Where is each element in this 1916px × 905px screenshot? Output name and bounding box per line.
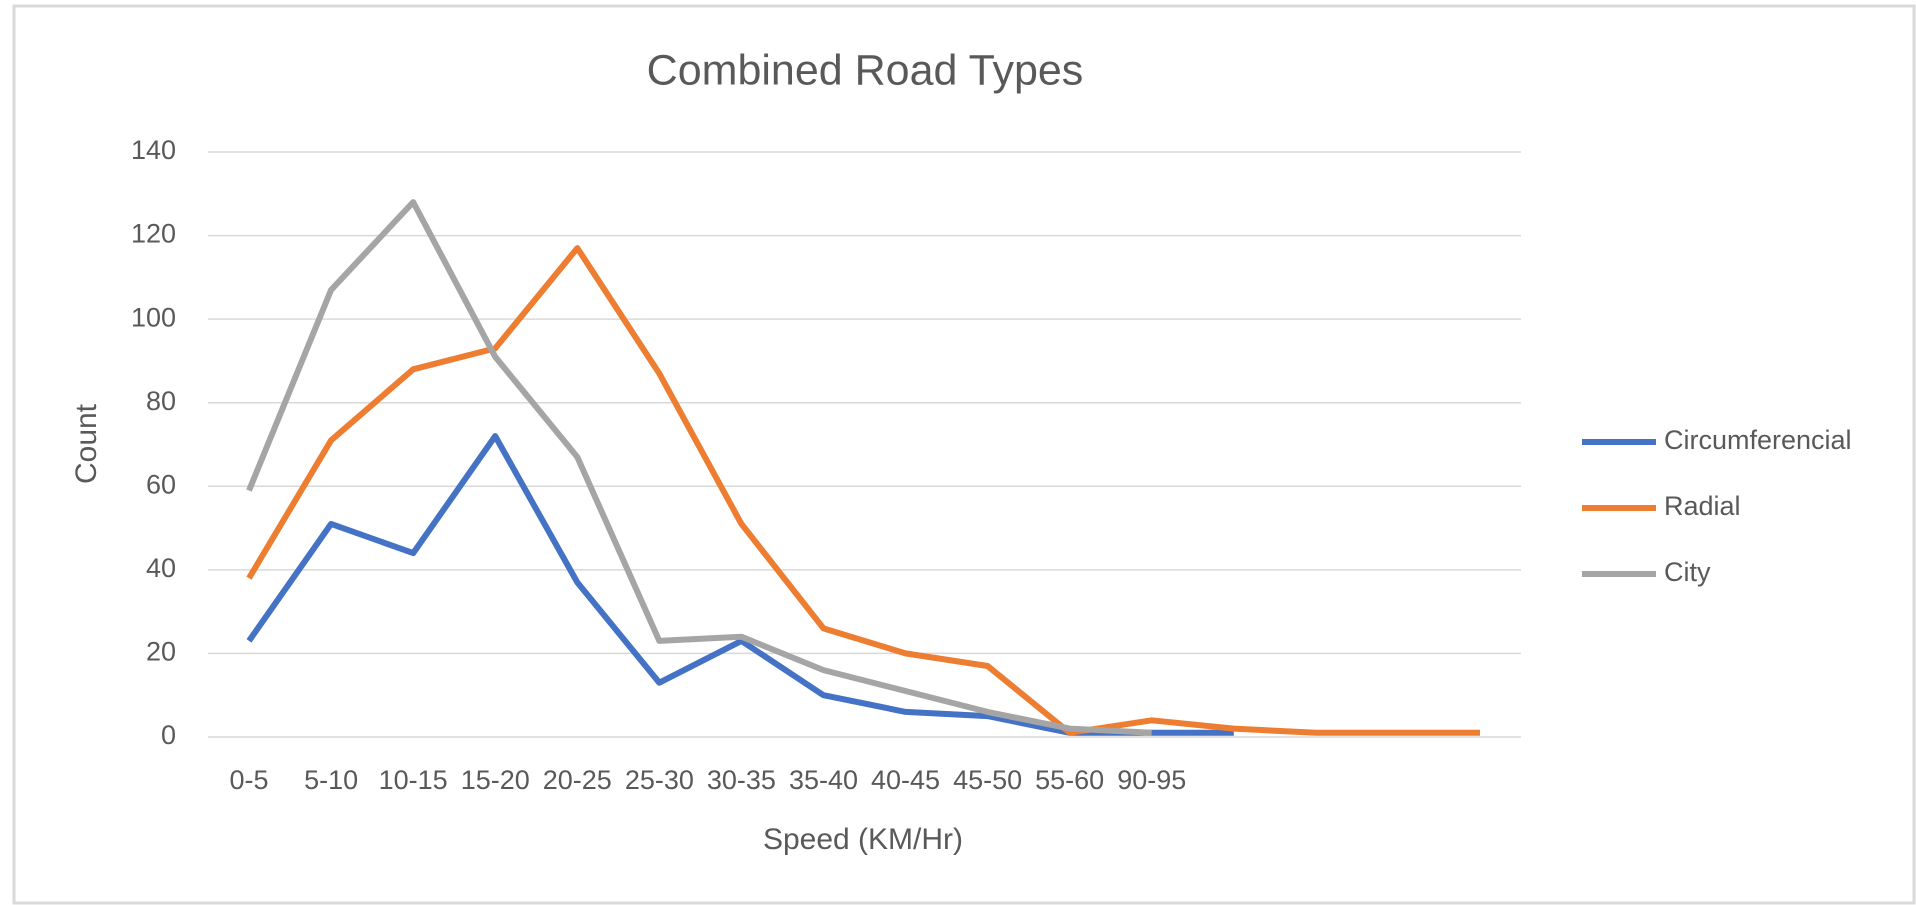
y-tick-label: 80	[146, 386, 176, 416]
legend-label: Circumferencial	[1664, 425, 1852, 455]
legend-label: Radial	[1664, 491, 1741, 521]
y-tick-label: 100	[131, 302, 176, 332]
series-line	[246, 245, 1480, 736]
y-tick-label: 0	[161, 720, 176, 750]
x-tick-label: 30-35	[707, 765, 776, 795]
y-tick-label: 40	[146, 553, 176, 583]
x-tick-label: 15-20	[461, 765, 530, 795]
x-tick-label: 35-40	[789, 765, 858, 795]
x-tick-label: 5-10	[304, 765, 358, 795]
y-tick-label: 20	[146, 637, 176, 667]
series-line	[246, 199, 1152, 736]
x-tick-label: 25-30	[625, 765, 694, 795]
x-tick-label: 90-95	[1117, 765, 1186, 795]
x-tick-label: 10-15	[379, 765, 448, 795]
y-tick-label: 60	[146, 469, 176, 499]
legend-label: City	[1664, 557, 1711, 587]
x-tick-label: 40-45	[871, 765, 940, 795]
x-tick-label: 45-50	[953, 765, 1022, 795]
y-tick-label: 120	[131, 219, 176, 249]
x-tick-label: 0-5	[230, 765, 269, 795]
chart-border	[12, 4, 1916, 905]
y-tick-label: 140	[131, 135, 176, 165]
y-axis-title: Count	[70, 403, 103, 484]
x-axis-title: Speed (KM/Hr)	[763, 823, 963, 856]
x-tick-label: 55-60	[1035, 765, 1104, 795]
chart-title: Combined Road Types	[647, 46, 1084, 94]
x-tick-label: 20-25	[543, 765, 612, 795]
